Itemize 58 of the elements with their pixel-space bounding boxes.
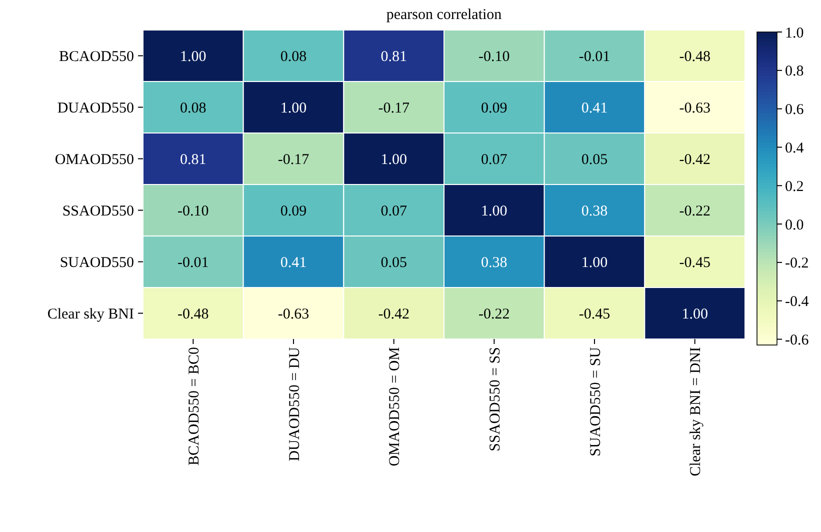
x-tick-label: Clear sky BNI = DNI bbox=[688, 347, 704, 476]
data-label: 0.81 bbox=[380, 49, 407, 65]
data-label: -0.63 bbox=[679, 100, 710, 116]
color-bar-label: 1.0 bbox=[785, 25, 804, 42]
data-label: -0.42 bbox=[378, 306, 410, 322]
color-bar-label: -0.6 bbox=[785, 332, 810, 348]
data-label: 0.38 bbox=[581, 204, 608, 220]
data-label: -0.22 bbox=[679, 204, 710, 220]
data-label: 0.38 bbox=[481, 255, 508, 271]
data-label: 0.07 bbox=[380, 204, 408, 220]
x-tick-label: SSAOD550 = SS bbox=[487, 347, 504, 452]
x-tick-label: OMAOD550 = OM bbox=[387, 347, 404, 466]
data-label: -0.45 bbox=[578, 306, 610, 322]
data-label: 1.00 bbox=[481, 204, 508, 220]
x-tick-label: SUAOD550 = SU bbox=[588, 346, 604, 456]
color-bar-label: -0.4 bbox=[785, 294, 810, 310]
data-label: 0.07 bbox=[481, 152, 508, 168]
data-label: 1.00 bbox=[682, 306, 708, 322]
data-label: 1.00 bbox=[581, 255, 608, 271]
y-tick-label: SSAOD550 bbox=[62, 204, 134, 220]
data-label: 1.00 bbox=[380, 152, 407, 168]
y-tick-label: DUAOD550 bbox=[57, 100, 134, 116]
data-label: 1.00 bbox=[180, 49, 206, 65]
data-label: 1.00 bbox=[280, 100, 307, 116]
chart-title: pearson correlation bbox=[386, 7, 502, 23]
x-tick-label: BCAOD550 = BC0 bbox=[186, 347, 202, 466]
data-label: 0.09 bbox=[280, 204, 307, 220]
data-label: -0.01 bbox=[178, 255, 209, 271]
data-label: 0.09 bbox=[481, 100, 508, 116]
data-label: 0.08 bbox=[180, 100, 206, 116]
y-tick-label: SUAOD550 bbox=[60, 255, 134, 271]
data-label: 0.08 bbox=[280, 49, 307, 65]
data-label: -0.63 bbox=[278, 306, 310, 322]
data-label: 0.81 bbox=[180, 152, 206, 168]
data-label: 0.41 bbox=[581, 100, 608, 116]
color-bar-label: 0.8 bbox=[785, 64, 804, 80]
data-label: 0.41 bbox=[280, 255, 307, 271]
x-tick-label: DUAOD550 = DU bbox=[286, 346, 303, 462]
data-label: -0.17 bbox=[378, 100, 410, 116]
data-label: -0.42 bbox=[679, 152, 710, 168]
data-label: -0.01 bbox=[578, 49, 610, 65]
data-label: 0.05 bbox=[581, 152, 608, 168]
data-label: -0.17 bbox=[278, 152, 310, 168]
y-tick-label: BCAOD550 bbox=[58, 49, 134, 65]
data-label: -0.48 bbox=[178, 306, 209, 322]
data-label: -0.10 bbox=[178, 204, 209, 220]
y-tick-label: Clear sky BNI bbox=[47, 306, 134, 322]
y-tick-label: OMAOD550 bbox=[54, 152, 134, 168]
color-bar-label: 0.4 bbox=[785, 140, 804, 156]
data-label: -0.48 bbox=[679, 49, 710, 65]
data-label: 0.05 bbox=[380, 255, 407, 271]
data-label: -0.10 bbox=[478, 49, 510, 65]
color-bar-label: 0.6 bbox=[785, 102, 804, 118]
data-label: -0.45 bbox=[679, 255, 710, 271]
color-bar-label: 0.2 bbox=[785, 178, 804, 195]
color-bar-label: 0.0 bbox=[785, 217, 804, 234]
color-bar-label: -0.2 bbox=[785, 256, 809, 272]
data-label: -0.22 bbox=[478, 306, 510, 322]
